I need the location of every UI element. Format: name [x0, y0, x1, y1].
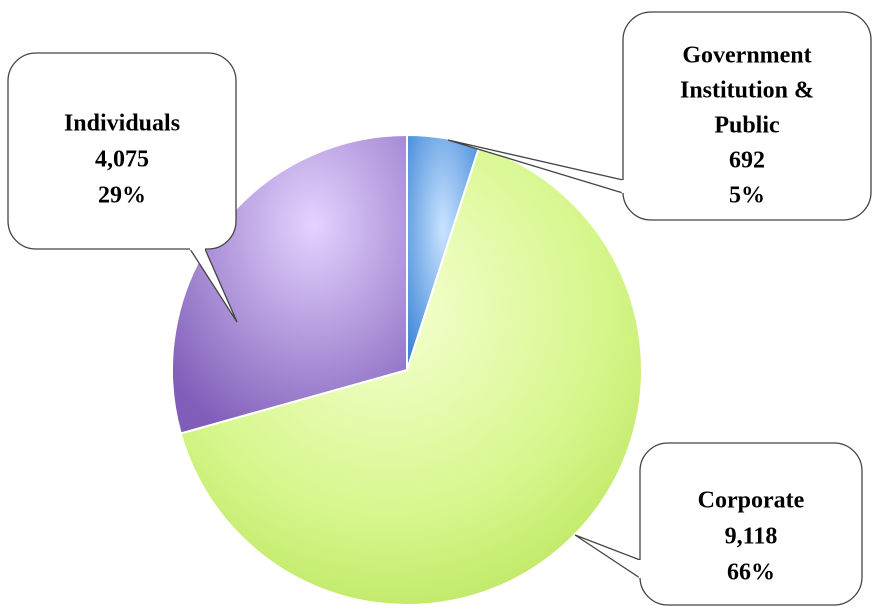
pie-callouts: Government Institution & Public 692 5% Corpor…	[7, 11, 872, 606]
pie-slices	[171, 133, 643, 606]
callout-individuals: Individuals 4,075 29%	[7, 52, 238, 323]
callout-box	[7, 52, 237, 250]
category-label-government: Public	[714, 113, 780, 139]
category-label-individuals: Individuals	[64, 111, 180, 137]
value-label-government: 692	[729, 148, 765, 174]
value-label-individuals: 4,075	[95, 147, 149, 173]
callout-pointer	[447, 139, 624, 194]
pie-slice-corporate	[179, 145, 643, 606]
category-label-corporate: Corporate	[698, 488, 805, 514]
value-label-corporate: 9,118	[725, 524, 778, 550]
category-label-government: Institution &	[680, 78, 814, 104]
category-label-government: Government	[682, 43, 811, 69]
callout-government: Government Institution & Public 692 5%	[447, 11, 872, 221]
percent-label-government: 5%	[729, 183, 765, 209]
callout-corporate: Corporate 9,118 66%	[574, 442, 863, 606]
callout-pointer	[574, 534, 641, 579]
callout-box	[622, 11, 872, 221]
callout-pointer	[189, 248, 238, 323]
percent-label-individuals: 29%	[98, 183, 146, 209]
callout-box	[639, 442, 863, 606]
percent-label-corporate: 66%	[727, 560, 775, 586]
